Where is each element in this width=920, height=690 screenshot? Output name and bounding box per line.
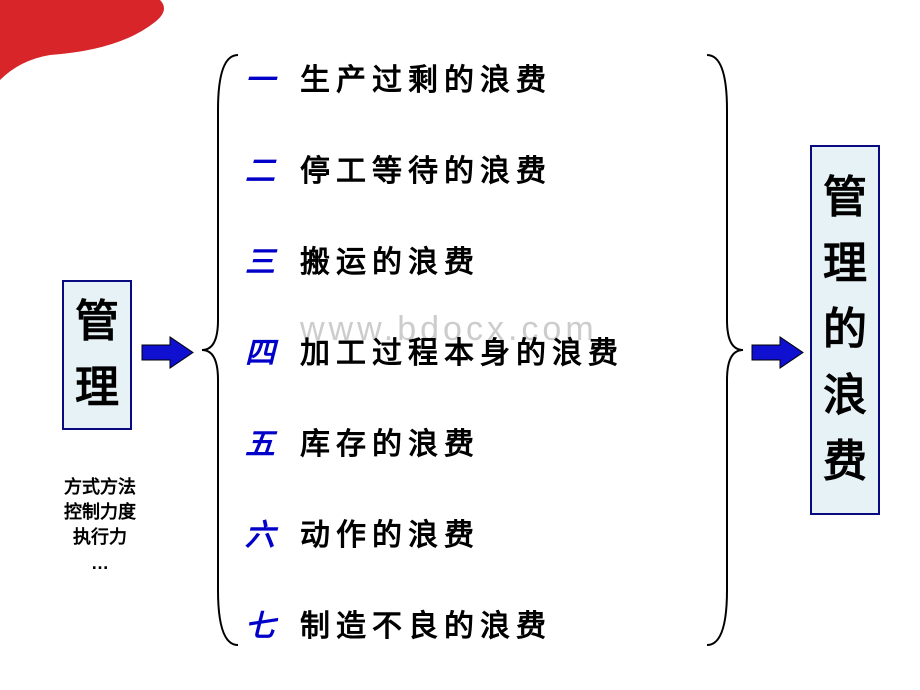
waste-item-text: 搬运的浪费 <box>300 237 480 281</box>
left-sub-line: 执行力 <box>50 525 150 550</box>
arrow-icon <box>140 335 195 370</box>
waste-item-number: 一 <box>245 55 300 99</box>
left-box-char: 理 <box>75 355 119 421</box>
corner-banner <box>0 0 200 80</box>
waste-item-number: 三 <box>245 237 300 281</box>
waste-item: 三搬运的浪费 <box>245 237 705 281</box>
waste-item: 五库存的浪费 <box>245 419 705 463</box>
left-box-char: 管 <box>75 289 119 355</box>
right-box-char: 的 <box>823 297 867 363</box>
left-subtitle: 方式方法控制力度执行力… <box>50 475 150 576</box>
waste-item: 四加工过程本身的浪费 <box>245 328 705 372</box>
left-brace <box>200 50 240 650</box>
waste-item-number: 四 <box>245 328 300 372</box>
right-box-char: 理 <box>823 231 867 297</box>
waste-item: 七制造不良的浪费 <box>245 601 705 645</box>
waste-list: 一生产过剩的浪费二停工等待的浪费三搬运的浪费四加工过程本身的浪费五库存的浪费六动… <box>245 55 705 645</box>
waste-item-number: 七 <box>245 601 300 645</box>
waste-item-number: 五 <box>245 419 300 463</box>
waste-item-text: 库存的浪费 <box>300 419 480 463</box>
left-concept-box: 管理 <box>62 280 132 430</box>
arrow-icon <box>750 335 805 370</box>
right-concept-box: 管理的浪费 <box>810 145 880 515</box>
right-box-char: 管 <box>823 165 867 231</box>
right-box-char: 费 <box>823 429 867 495</box>
waste-item-text: 制造不良的浪费 <box>300 601 552 645</box>
left-sub-line: 控制力度 <box>50 500 150 525</box>
waste-item-number: 六 <box>245 510 300 554</box>
waste-item-text: 加工过程本身的浪费 <box>300 328 624 372</box>
left-sub-line: 方式方法 <box>50 475 150 500</box>
waste-item-text: 停工等待的浪费 <box>300 146 552 190</box>
waste-item: 六动作的浪费 <box>245 510 705 554</box>
waste-item-number: 二 <box>245 146 300 190</box>
left-sub-line: … <box>50 551 150 576</box>
waste-item: 二停工等待的浪费 <box>245 146 705 190</box>
waste-item: 一生产过剩的浪费 <box>245 55 705 99</box>
right-box-char: 浪 <box>823 363 867 429</box>
right-brace <box>705 50 745 650</box>
waste-item-text: 生产过剩的浪费 <box>300 55 552 99</box>
waste-item-text: 动作的浪费 <box>300 510 480 554</box>
